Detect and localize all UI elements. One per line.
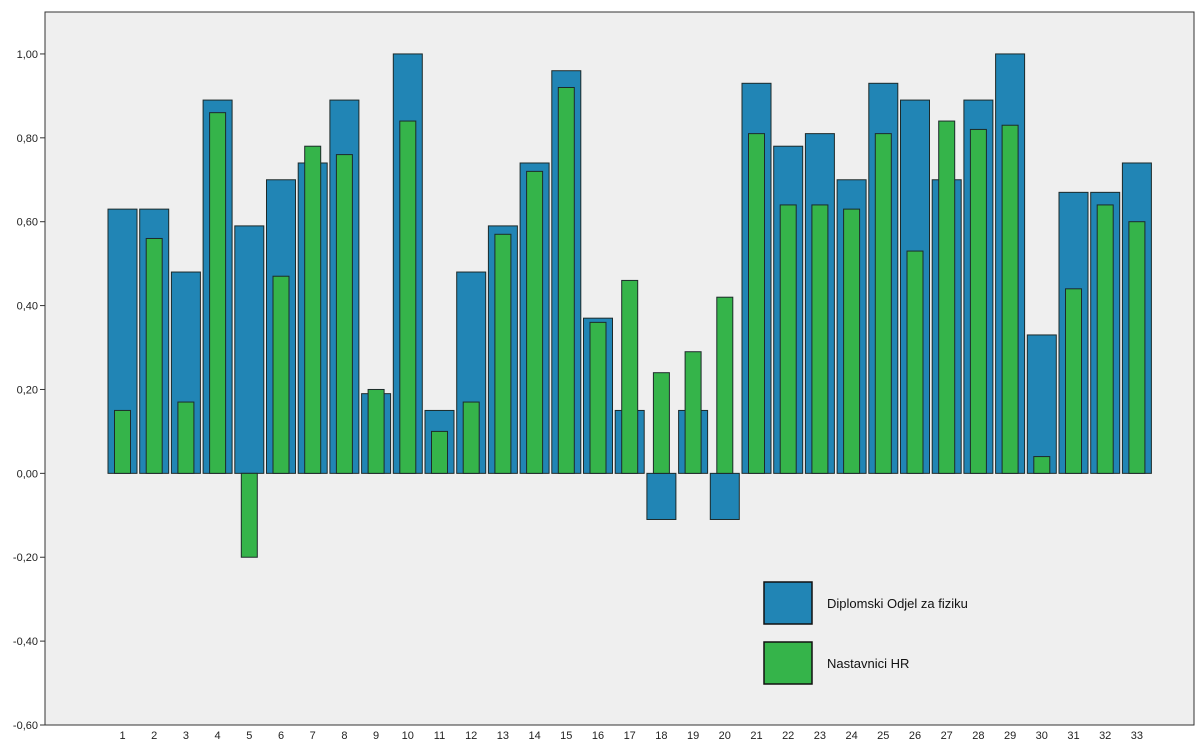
x-tick-label: 22 [782, 730, 794, 742]
nastavnici-bar-11 [431, 430, 448, 474]
nastavnici-bar-25 [874, 133, 892, 474]
x-tick-label: 29 [1004, 730, 1016, 742]
x-tick-label: 24 [845, 730, 857, 742]
x-tick-label: 14 [528, 730, 540, 742]
nastavnici-bar-24 [843, 208, 861, 474]
y-axis: 1,00 0,80 0,60 0,40 0,20 0,00 -0,20 -0,40 -0,60 [13, 49, 45, 732]
nastavnici-bar-1 [114, 409, 131, 474]
nastavnici-bar-4 [209, 112, 227, 474]
nastavnici-bar-33 [1128, 221, 1146, 474]
nastavnici-bar-28 [969, 128, 987, 474]
nastavnici-bar-8 [335, 154, 353, 474]
nastavnici-bar-16 [589, 321, 607, 474]
nastavnici-bar-10 [399, 120, 417, 474]
nastavnici-bar-6 [272, 275, 290, 474]
x-tick-label: 28 [972, 730, 984, 742]
x-tick-label: 4 [215, 730, 221, 742]
nastavnici-bar-14 [526, 170, 544, 474]
x-tick-label: 18 [655, 730, 667, 742]
x-tick-label: 23 [814, 730, 826, 742]
nastavnici-bar-20 [716, 296, 734, 474]
nastavnici-bar-29 [1001, 124, 1019, 474]
nastavnici-bar-15 [557, 86, 575, 474]
nastavnici-bar-32 [1096, 204, 1114, 474]
x-tick-label: 12 [465, 730, 477, 742]
nastavnici-bar-7 [304, 145, 322, 474]
nastavnici-bar-13 [494, 233, 512, 474]
y-tick-label: -0,20 [13, 552, 38, 564]
nastavnici-bar-22 [779, 204, 797, 474]
x-tick-label: 3 [183, 730, 189, 742]
x-tick-label: 7 [310, 730, 316, 742]
y-tick-label: 0,20 [17, 384, 38, 396]
x-tick-label: 6 [278, 730, 284, 742]
series-nastavnici-bars [114, 86, 1146, 558]
nastavnici-bar-23 [811, 204, 829, 474]
legend: Diplomski Odjel za fiziku Nastavnici HR [763, 581, 968, 685]
x-tick-label: 30 [1036, 730, 1048, 742]
nastavnici-bar-30 [1033, 456, 1051, 474]
x-tick-label: 20 [719, 730, 731, 742]
x-tick-label: 10 [402, 730, 414, 742]
nastavnici-bar-2 [145, 237, 163, 474]
x-tick-label: 26 [909, 730, 921, 742]
y-tick-label: 0,00 [17, 468, 38, 480]
legend-label-nastavnici: Nastavnici HR [827, 656, 909, 671]
x-tick-label: 21 [750, 730, 762, 742]
nastavnici-bar-17 [621, 279, 639, 474]
nastavnici-bar-26 [906, 250, 924, 474]
x-tick-label: 32 [1099, 730, 1111, 742]
y-tick-label: 0,60 [17, 217, 38, 229]
x-tick-label: 11 [434, 730, 445, 742]
diplomski-bar-30 [1026, 334, 1057, 474]
x-tick-label: 9 [373, 730, 379, 742]
y-tick-label: 0,40 [17, 301, 38, 313]
x-axis: 1 2 3 4 5 6 7 8 9 10 11 12 13 14 15 16 17 18 19 20 21 22 23 24 2… [119, 730, 1143, 742]
x-tick-label: 1 [119, 730, 125, 742]
nastavnici-bar-31 [1065, 288, 1082, 474]
legend-swatch-diplomski [763, 581, 813, 625]
nastavnici-bar-27 [938, 120, 956, 474]
legend-label-diplomski: Diplomski Odjel za fiziku [827, 596, 968, 611]
nastavnici-bar-19 [684, 351, 702, 474]
x-tick-label: 13 [497, 730, 509, 742]
y-tick-label: 1,00 [17, 49, 38, 61]
nastavnici-bar-9 [367, 388, 385, 474]
x-tick-label: 19 [687, 730, 699, 742]
diplomski-bar-5 [234, 225, 265, 474]
x-tick-label: 33 [1131, 730, 1143, 742]
nastavnici-bar-18 [652, 372, 670, 474]
y-tick-label: -0,40 [13, 636, 38, 648]
x-tick-label: 31 [1067, 730, 1079, 742]
x-tick-label: 17 [624, 730, 636, 742]
y-tick-label: 0,80 [17, 133, 38, 145]
nastavnici-bar-21 [748, 133, 765, 474]
x-tick-label: 2 [151, 730, 157, 742]
x-tick-label: 5 [246, 730, 252, 742]
nastavnici-bar-3 [177, 401, 195, 474]
nastavnici-bar-5 [240, 472, 258, 558]
legend-swatch-nastavnici [763, 641, 813, 685]
x-tick-label: 25 [877, 730, 889, 742]
x-tick-label: 15 [560, 730, 572, 742]
y-tick-label: -0,60 [13, 720, 38, 732]
x-tick-label: 8 [341, 730, 347, 742]
nastavnici-bar-12 [462, 401, 480, 474]
x-tick-label: 27 [941, 730, 953, 742]
diplomski-bar-20 [709, 472, 740, 520]
x-tick-label: 16 [592, 730, 604, 742]
diplomski-bar-18 [646, 472, 677, 520]
